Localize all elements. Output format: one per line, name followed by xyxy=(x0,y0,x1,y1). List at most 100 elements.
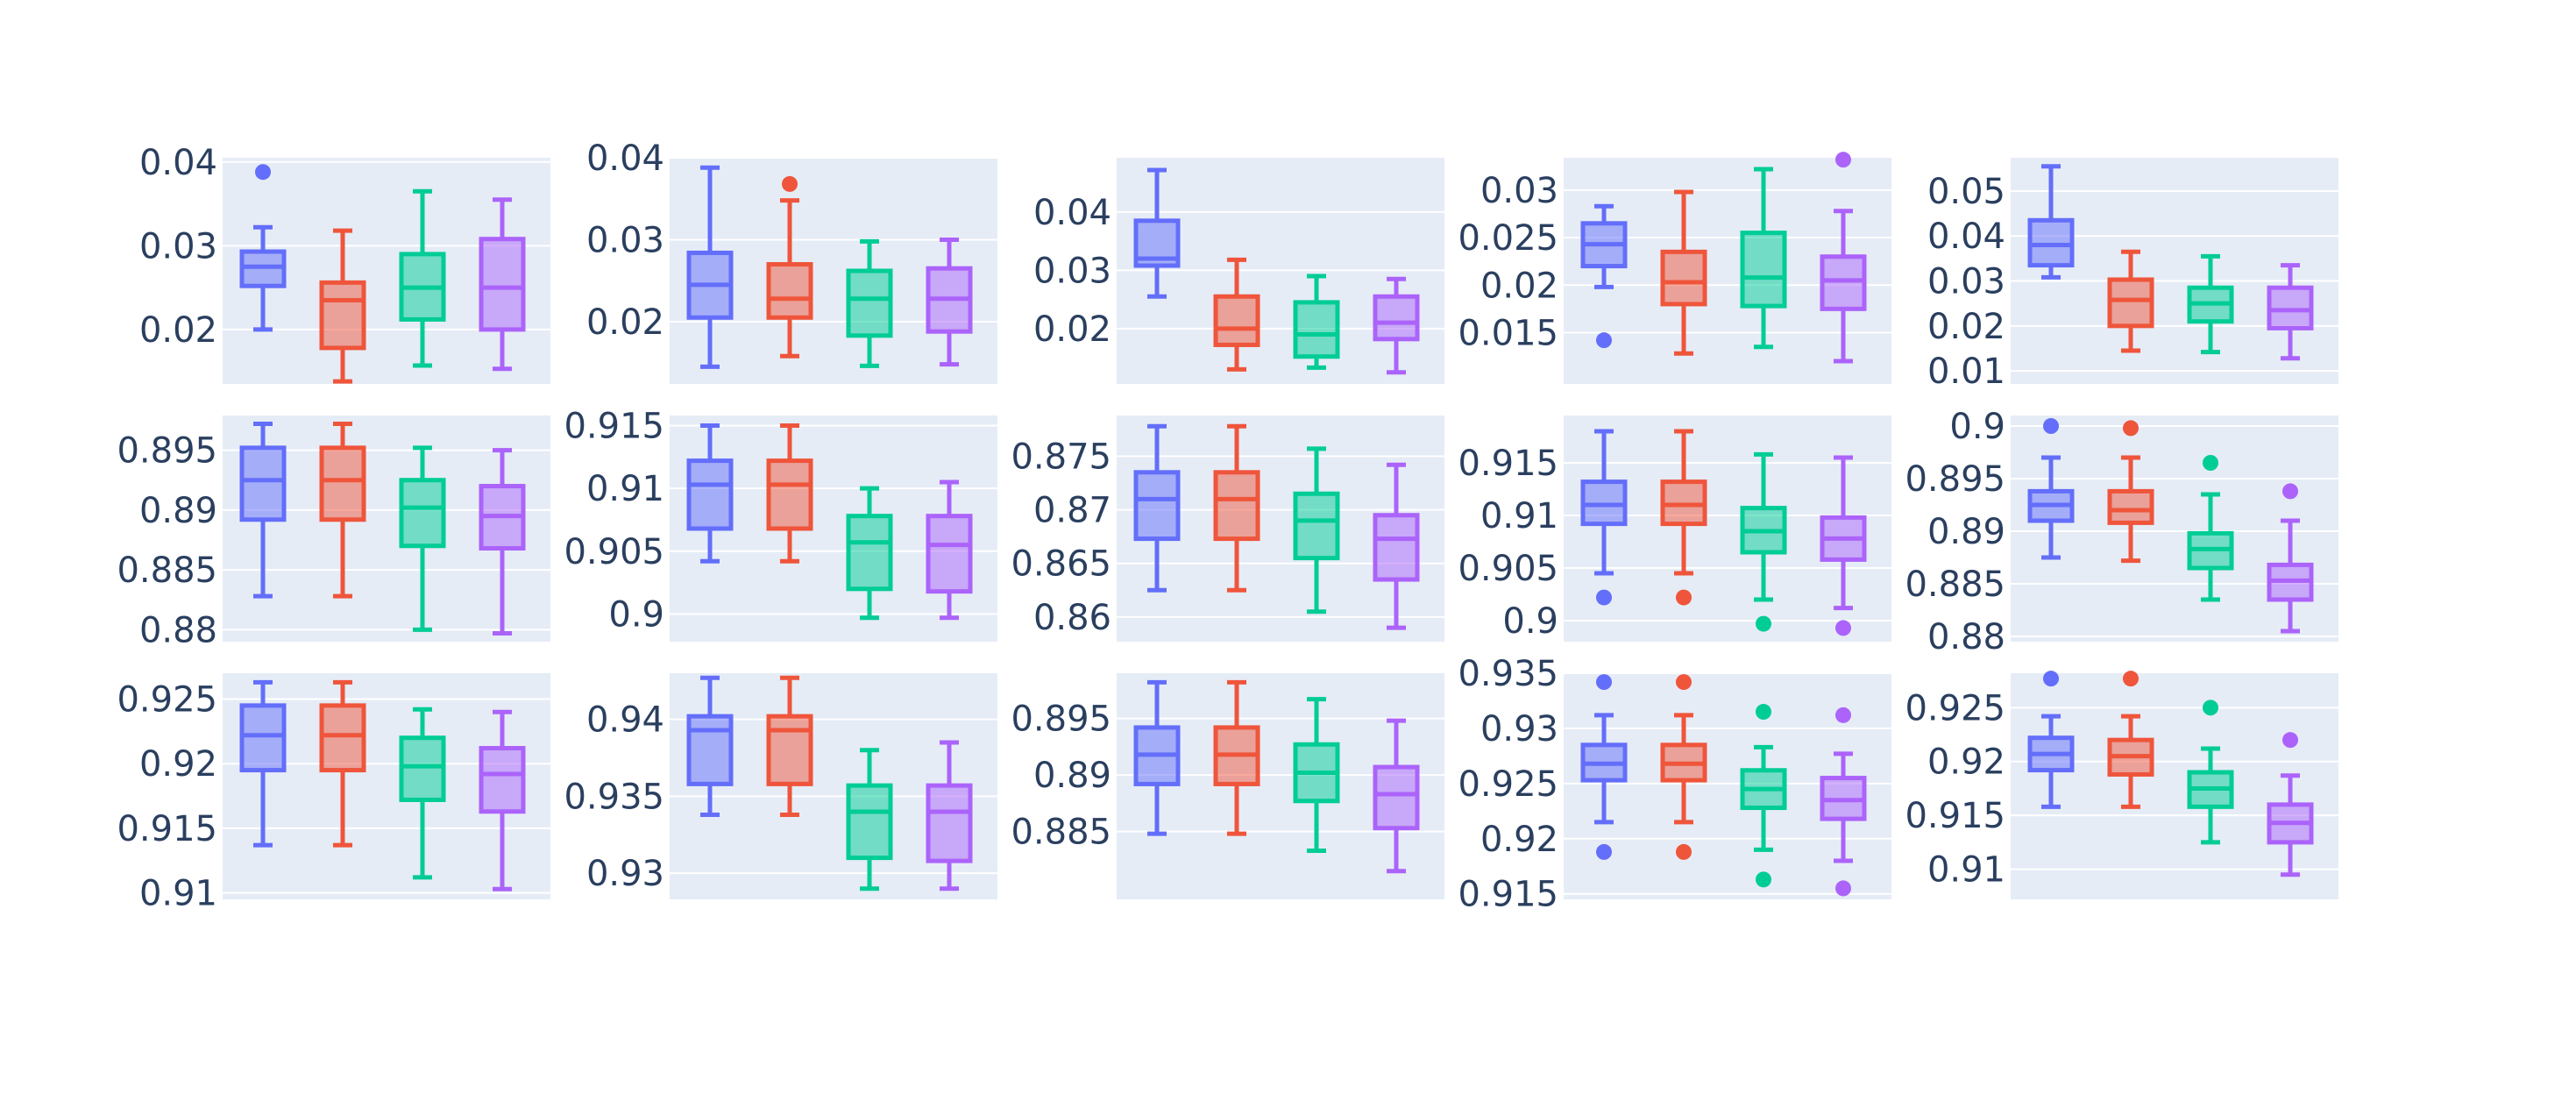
box-3 xyxy=(399,445,446,632)
outlier-point xyxy=(1676,589,1692,606)
y-tick-label: 0.93 xyxy=(1480,709,1558,749)
iqr-box xyxy=(846,783,893,861)
box-2 xyxy=(766,175,813,359)
box-1 xyxy=(686,165,734,369)
y-tick-label: 0.875 xyxy=(1011,437,1111,477)
subplot-5: 0.01 0.02 0.03 0.04 0.05 xyxy=(1927,158,2338,392)
outlier-point xyxy=(1835,152,1851,168)
y-tick-label: 0.935 xyxy=(564,777,664,817)
y-tick-label: 0.895 xyxy=(117,431,217,472)
iqr-box xyxy=(2107,488,2154,525)
y-tick-label: 0.02 xyxy=(1480,266,1558,306)
iqr-box xyxy=(926,514,973,594)
box-4 xyxy=(2267,483,2314,634)
subplot-7: 0.9 0.905 0.91 0.915 xyxy=(564,406,997,642)
outlier-point xyxy=(1676,674,1692,691)
subplot-13: 0.885 0.89 0.895 xyxy=(1011,673,1444,899)
y-tick-label: 0.88 xyxy=(139,610,217,650)
y-tick-label: 0.915 xyxy=(1905,796,2005,836)
iqr-box xyxy=(766,714,813,786)
box-1 xyxy=(1580,203,1628,349)
box-2 xyxy=(2107,420,2154,564)
iqr-box xyxy=(1373,513,1420,582)
box-4 xyxy=(479,709,526,891)
subplot-3: 0.02 0.03 0.04 xyxy=(1033,158,1444,384)
outlier-point xyxy=(2203,700,2218,716)
iqr-box xyxy=(1373,764,1420,831)
box-4 xyxy=(2267,263,2314,361)
y-tick-label: 0.925 xyxy=(1458,764,1558,805)
y-tick-label: 0.02 xyxy=(1033,309,1111,350)
y-tick-label: 0.02 xyxy=(1927,307,2005,347)
box-2 xyxy=(2107,249,2154,353)
y-tick-label: 0.92 xyxy=(1927,742,2005,783)
box-1 xyxy=(1133,167,1181,299)
iqr-box xyxy=(2267,285,2314,330)
box-4 xyxy=(479,448,526,636)
box-2 xyxy=(319,228,366,384)
y-tick-label: 0.86 xyxy=(1033,598,1111,638)
box-1 xyxy=(239,679,287,848)
box-1 xyxy=(1580,674,1628,860)
box-4 xyxy=(926,237,973,367)
outlier-point xyxy=(1596,674,1612,691)
box-4 xyxy=(1373,718,1420,874)
subplot-1: 0.02 0.03 0.04 xyxy=(139,143,550,384)
y-tick-label: 0.925 xyxy=(117,679,217,720)
subplot-12: 0.93 0.935 0.94 xyxy=(564,673,997,899)
y-tick-label: 0.91 xyxy=(586,469,664,509)
y-tick-label: 0.03 xyxy=(1033,251,1111,291)
iqr-box xyxy=(399,478,446,549)
box-3 xyxy=(1293,273,1340,370)
y-tick-label: 0.04 xyxy=(1033,193,1111,233)
box-3 xyxy=(1740,167,1787,350)
y-tick-label: 0.92 xyxy=(1480,820,1558,860)
box-4 xyxy=(2267,732,2314,877)
y-tick-label: 0.01 xyxy=(1927,352,2005,392)
iqr-box xyxy=(686,714,734,786)
y-tick-label: 0.925 xyxy=(1905,688,2005,728)
iqr-box xyxy=(1213,294,1260,347)
y-tick-label: 0.89 xyxy=(139,491,217,531)
y-tick-label: 0.89 xyxy=(1927,512,2005,552)
y-tick-label: 0.04 xyxy=(586,138,664,179)
iqr-box xyxy=(319,280,366,351)
box-1 xyxy=(2027,671,2075,809)
box-3 xyxy=(2187,253,2234,355)
y-tick-label: 0.04 xyxy=(139,143,217,183)
subplot-2: 0.02 0.03 0.04 xyxy=(586,138,997,384)
y-tick-label: 0.91 xyxy=(139,874,217,914)
y-tick-label: 0.885 xyxy=(1011,813,1111,853)
box-2 xyxy=(2107,671,2154,809)
outlier-point xyxy=(2043,671,2059,687)
box-2 xyxy=(1213,679,1260,836)
iqr-box xyxy=(766,458,813,531)
box-3 xyxy=(1740,451,1787,632)
plot-area xyxy=(2011,416,2338,642)
y-tick-label: 0.865 xyxy=(1011,544,1111,585)
iqr-box xyxy=(1740,231,1787,309)
box-1 xyxy=(1133,423,1181,593)
box-2 xyxy=(766,675,813,817)
y-tick-label: 0.02 xyxy=(586,302,664,343)
iqr-box xyxy=(1660,249,1707,307)
box-3 xyxy=(2187,700,2234,845)
box-3 xyxy=(399,188,446,368)
box-3 xyxy=(846,748,893,891)
outlier-point xyxy=(2282,732,2298,749)
outlier-point xyxy=(2203,455,2218,471)
box-1 xyxy=(686,675,734,817)
box-3 xyxy=(1293,446,1340,614)
box-1 xyxy=(239,164,287,332)
y-tick-label: 0.03 xyxy=(1480,171,1558,211)
iqr-box xyxy=(1293,491,1340,561)
subplot-4: 0.015 0.02 0.025 0.03 xyxy=(1458,152,1891,384)
y-tick-label: 0.04 xyxy=(1927,217,2005,257)
iqr-box xyxy=(1820,254,1867,311)
box-3 xyxy=(1740,704,1787,888)
y-tick-label: 0.91 xyxy=(1480,496,1558,536)
box-3 xyxy=(846,238,893,368)
y-tick-label: 0.885 xyxy=(117,550,217,591)
box-3 xyxy=(399,707,446,880)
